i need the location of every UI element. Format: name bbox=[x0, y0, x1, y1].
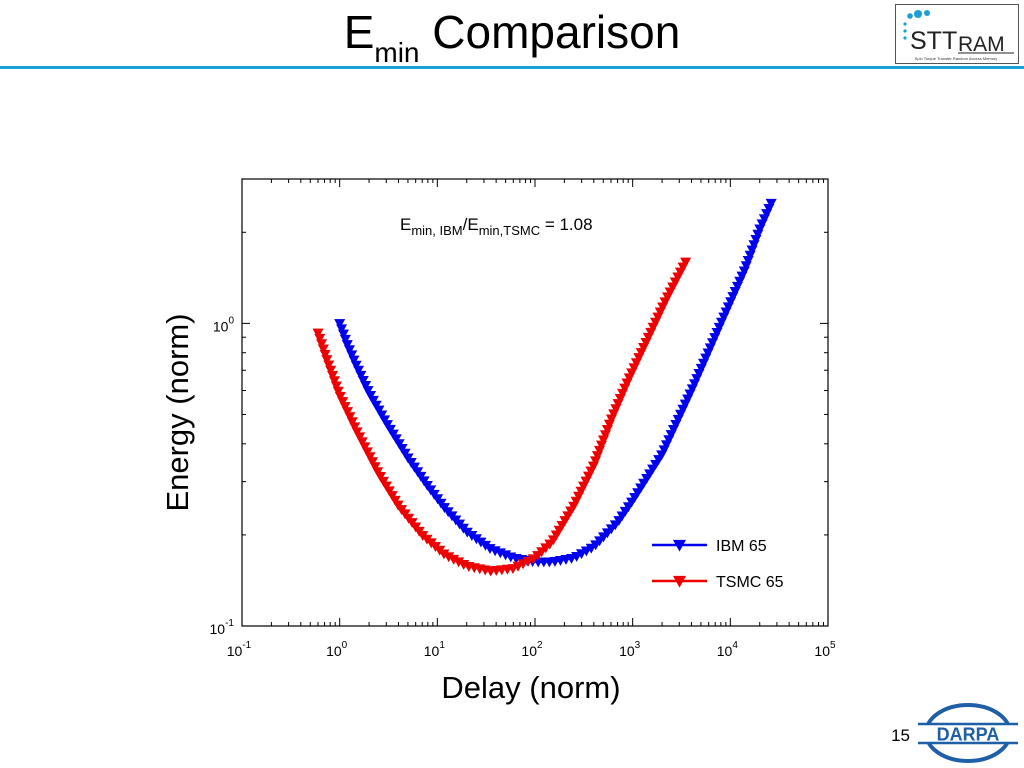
series-marker-tsmc-65 bbox=[321, 355, 333, 366]
series-marker-ibm-65 bbox=[765, 198, 777, 209]
title-rest: Comparison bbox=[419, 6, 681, 58]
series-marker-tsmc-65 bbox=[367, 457, 379, 468]
series-marker-tsmc-65 bbox=[372, 467, 384, 478]
logo-text-stt: STT bbox=[910, 27, 957, 55]
series-marker-ibm-65 bbox=[353, 365, 365, 376]
darpa-logo-text: DARPA bbox=[937, 725, 1000, 745]
legend-label-ibm-65: IBM 65 bbox=[716, 538, 767, 555]
series-marker-tsmc-65 bbox=[341, 407, 353, 418]
title-subscript: min bbox=[374, 37, 420, 68]
series-marker-tsmc-65 bbox=[349, 422, 361, 433]
title-rule bbox=[0, 66, 1024, 69]
series-marker-ibm-65 bbox=[350, 360, 362, 371]
series-marker-ibm-65 bbox=[357, 375, 369, 386]
series-marker-ibm-65 bbox=[367, 395, 379, 406]
series-marker-tsmc-65 bbox=[344, 412, 356, 423]
logo-tagline: Spin Torque Transfer Random Access Memor… bbox=[915, 56, 998, 61]
series-marker-ibm-65 bbox=[379, 415, 391, 426]
series-marker-ibm-65 bbox=[373, 405, 385, 416]
series-marker-tsmc-65 bbox=[327, 370, 339, 381]
x-tick-label: 101 bbox=[424, 640, 446, 659]
legend-label-tsmc-65: TSMC 65 bbox=[716, 574, 784, 591]
series-marker-tsmc-65 bbox=[354, 432, 366, 443]
series-marker-ibm-65 bbox=[337, 329, 349, 340]
series-marker-tsmc-65 bbox=[314, 333, 326, 344]
series-marker-tsmc-65 bbox=[328, 376, 340, 387]
series-marker-ibm-65 bbox=[360, 381, 372, 391]
title-main: E bbox=[343, 6, 375, 58]
y-axis-label: Energy (norm) bbox=[160, 313, 195, 511]
series-marker-tsmc-65 bbox=[680, 257, 692, 268]
series-marker-ibm-65 bbox=[341, 340, 353, 351]
series-marker-ibm-65 bbox=[346, 350, 358, 361]
chart: 10-1 100 101 102 103 104 105 10-1 100 Delay (norm… bbox=[160, 178, 836, 705]
darpa-logo: DARPA bbox=[918, 703, 1018, 763]
y-tick-label: 10-1 bbox=[210, 618, 235, 637]
series-marker-tsmc-65 bbox=[356, 437, 368, 448]
series-marker-ibm-65 bbox=[343, 345, 356, 356]
series-marker-tsmc-65 bbox=[334, 392, 346, 402]
series-marker-tsmc-65 bbox=[316, 339, 328, 350]
series-marker-tsmc-65 bbox=[317, 344, 329, 355]
series-marker-tsmc-65 bbox=[337, 397, 349, 407]
logo-text-ram: RAM bbox=[958, 33, 1005, 56]
series-marker-ibm-65 bbox=[336, 324, 348, 335]
series-marker-ibm-65 bbox=[339, 334, 351, 345]
x-tick-label: 104 bbox=[717, 640, 739, 659]
series-marker-tsmc-65 bbox=[330, 381, 342, 392]
page-number: 15 bbox=[891, 726, 910, 745]
series-marker-tsmc-65 bbox=[332, 386, 344, 397]
y-tick-label: 100 bbox=[213, 315, 235, 334]
dots-icon bbox=[903, 10, 930, 40]
series-marker-tsmc-65 bbox=[364, 452, 376, 463]
series-marker-ibm-65 bbox=[355, 370, 367, 381]
series-marker-ibm-65 bbox=[370, 400, 382, 411]
series-marker-ibm-65 bbox=[376, 410, 388, 421]
x-tick-label: 102 bbox=[521, 640, 543, 659]
legend-marker-ibm-65 bbox=[672, 539, 687, 552]
x-tick-label: 10-1 bbox=[227, 640, 252, 659]
series-marker-tsmc-65 bbox=[339, 402, 351, 413]
x-tick-label: 103 bbox=[619, 640, 641, 659]
series-marker-ibm-65 bbox=[362, 386, 374, 397]
series-marker-tsmc-65 bbox=[369, 462, 381, 473]
series-marker-tsmc-65 bbox=[361, 447, 373, 458]
series-marker-tsmc-65 bbox=[359, 442, 371, 453]
series-marker-tsmc-65 bbox=[351, 427, 363, 438]
series-marker-tsmc-65 bbox=[323, 360, 335, 371]
x-tick-label: 105 bbox=[814, 640, 836, 659]
series-marker-ibm-65 bbox=[365, 391, 377, 401]
legend-marker-tsmc-65 bbox=[672, 575, 687, 588]
series-marker-tsmc-65 bbox=[312, 328, 324, 339]
series-marker-ibm-65 bbox=[348, 355, 360, 366]
sttram-logo: STT RAM Spin Torque Transfer Random Acce… bbox=[895, 4, 1019, 64]
series-marker-tsmc-65 bbox=[325, 365, 337, 376]
slide-title: Emin Comparison bbox=[0, 2, 1024, 83]
x-tick-label: 100 bbox=[326, 640, 348, 659]
series-marker-ibm-65 bbox=[334, 319, 346, 330]
annotation-ratio: Emin, IBM/Emin,TSMC = 1.08 bbox=[400, 215, 593, 238]
series-marker-tsmc-65 bbox=[319, 349, 331, 360]
x-axis-label: Delay (norm) bbox=[441, 670, 620, 705]
series-marker-tsmc-65 bbox=[346, 417, 358, 428]
